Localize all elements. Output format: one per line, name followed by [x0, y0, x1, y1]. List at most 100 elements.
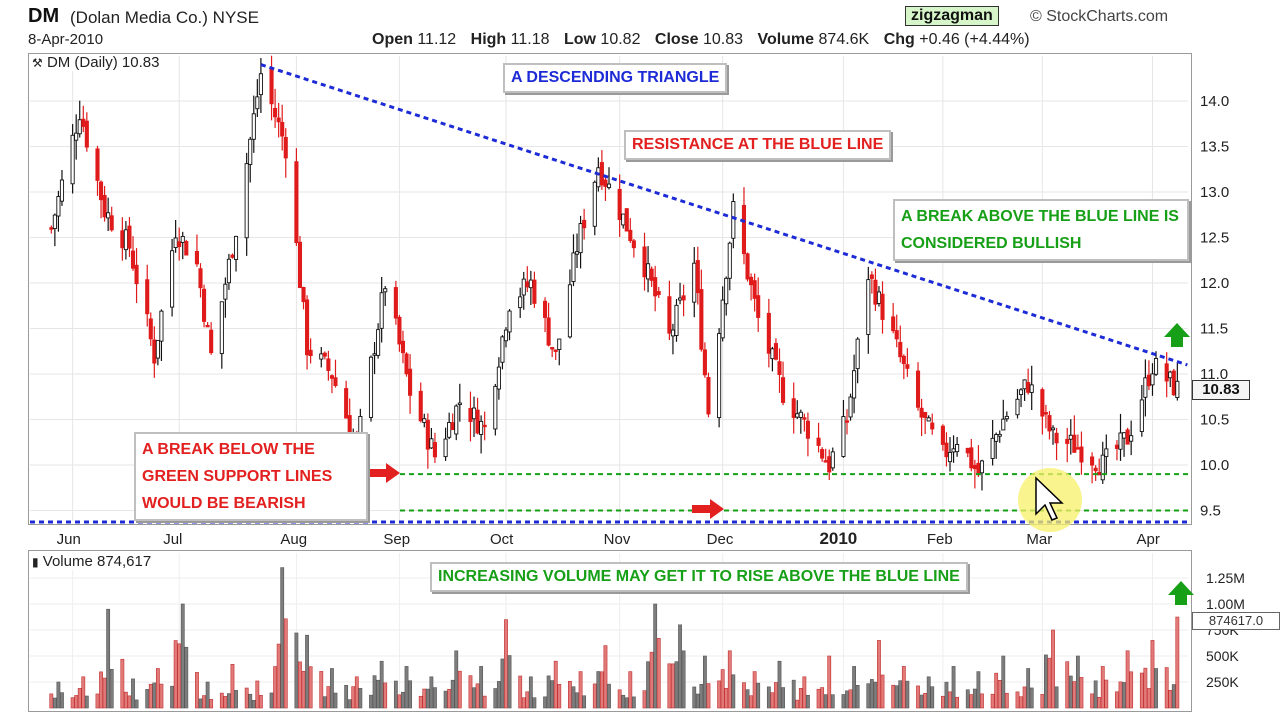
volume-bar — [930, 686, 935, 709]
volume-bar — [791, 679, 796, 709]
candle-body — [901, 355, 906, 365]
volume-bar — [969, 694, 974, 709]
volume-bar — [454, 650, 459, 709]
candle-body — [468, 407, 473, 422]
volume-bar — [319, 671, 324, 709]
month-tick-label: Dec — [707, 531, 734, 548]
candle-body — [379, 292, 384, 329]
price-tick-label: 12.5 — [1200, 230, 1229, 247]
volume-bar — [298, 661, 302, 709]
volume-bar — [155, 668, 160, 709]
volume-bar — [599, 671, 604, 709]
volume-bar — [990, 693, 995, 709]
volume-bar — [1168, 689, 1173, 709]
candle-body — [677, 297, 683, 301]
candle-body — [145, 279, 150, 315]
volume-bar — [877, 640, 881, 709]
candle-body — [1065, 438, 1070, 444]
volume-bar — [401, 691, 405, 709]
volume-label: Volume — [757, 31, 815, 48]
price-legend: ⚒ DM (Daily) 10.83 — [32, 54, 160, 71]
volume-bar — [980, 693, 984, 709]
volume-bar — [305, 634, 309, 709]
volume-bar — [965, 689, 970, 709]
close-value: 10.83 — [702, 31, 743, 48]
candle-body — [233, 235, 239, 260]
volume-bar — [678, 624, 682, 709]
candle-body — [447, 422, 452, 438]
month-tick-label: Apr — [1136, 531, 1159, 548]
candle-body — [720, 299, 725, 339]
site-credit[interactable]: © StockCharts.com — [1030, 8, 1169, 25]
volume-bar — [695, 693, 700, 709]
volume-bar — [1150, 640, 1155, 709]
volume-bar — [1104, 679, 1109, 709]
price-legend-icon: ⚒ — [32, 56, 43, 70]
volume-bar — [145, 689, 150, 709]
volume-bar — [855, 685, 860, 709]
candle-body — [471, 407, 477, 420]
volume-tick-label: 1.00M — [1206, 596, 1245, 612]
candle-body — [496, 366, 501, 390]
volume-bar — [1125, 650, 1130, 709]
candle-body — [280, 121, 285, 137]
candle-body — [606, 183, 612, 189]
candle-body — [1175, 380, 1180, 398]
candle-body — [990, 437, 995, 459]
volume-bar — [646, 661, 650, 709]
volume-bar — [276, 643, 281, 709]
candle-body — [1097, 472, 1102, 476]
volume-bar — [869, 679, 874, 709]
volume-bar — [923, 693, 928, 709]
volume-bar — [905, 680, 910, 709]
volume-bar — [1115, 691, 1119, 709]
volume-bar — [1097, 696, 1102, 709]
candle-body — [1050, 427, 1056, 431]
volume-bar — [49, 693, 54, 709]
volume-bar — [408, 680, 412, 709]
candle-body — [567, 284, 572, 338]
volume-bar — [376, 679, 381, 709]
volume-bar — [1139, 672, 1144, 709]
volume-bar — [724, 687, 729, 709]
volume-bar — [255, 680, 260, 709]
candle-body — [543, 300, 548, 318]
candle-body — [383, 288, 388, 293]
volume-bar — [244, 687, 249, 709]
candle-body — [830, 451, 835, 469]
volume-bar — [177, 643, 182, 709]
candle-body — [997, 433, 1002, 437]
brand-logo[interactable]: zigzagman — [905, 6, 999, 26]
volume-bar — [528, 676, 533, 709]
candle-body — [333, 377, 338, 386]
candle-body — [344, 388, 349, 419]
month-tick-label: Mar — [1026, 531, 1052, 548]
volume-bar — [894, 685, 899, 709]
candle-body — [766, 312, 771, 354]
month-tick-label: Aug — [280, 531, 307, 548]
volume-tick-label: 1.25M — [1206, 570, 1245, 586]
change-label: Chg — [883, 31, 915, 48]
volume-bar — [1147, 688, 1151, 709]
volume-bar — [756, 682, 761, 709]
volume-bar — [521, 697, 526, 709]
candle-body — [923, 412, 928, 418]
candle-body — [1139, 399, 1144, 432]
candle-body — [74, 132, 79, 141]
candle-body — [841, 416, 846, 457]
month-tick-label: Jun — [57, 531, 81, 548]
volume-bar — [816, 688, 821, 709]
volume-bar — [1090, 693, 1094, 709]
candle-body — [791, 398, 796, 418]
candle-body — [848, 396, 853, 418]
volume-bar — [944, 681, 949, 709]
candle-body — [397, 316, 402, 345]
candle-body — [699, 289, 704, 350]
candle-body — [1129, 435, 1134, 442]
volume-bar — [972, 688, 977, 709]
volume-bar — [1171, 684, 1176, 709]
candle-body — [429, 438, 434, 449]
month-tick-label: Nov — [604, 531, 631, 548]
candle-body — [276, 117, 281, 123]
